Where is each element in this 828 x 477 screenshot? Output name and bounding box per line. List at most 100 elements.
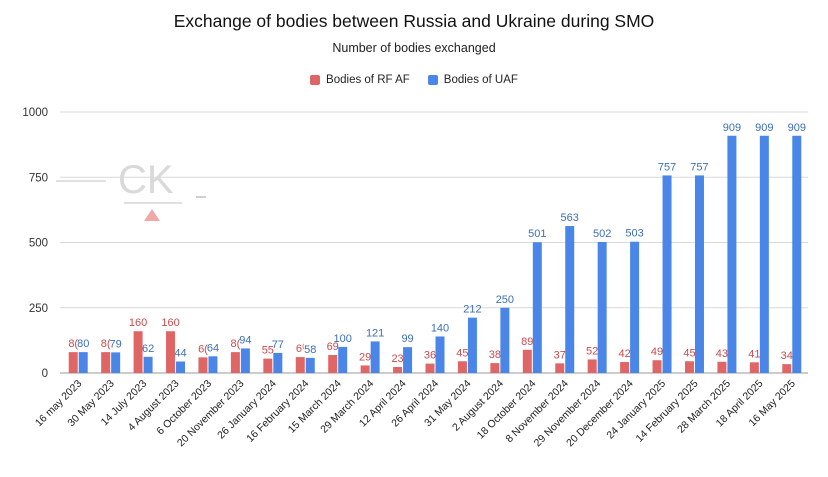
data-label-uaf: 757: [658, 161, 676, 173]
data-label-uaf: 100: [334, 333, 352, 345]
bar-rf: [522, 349, 532, 373]
bar-uaf: [111, 352, 121, 373]
data-label-uaf: 503: [625, 228, 643, 240]
bar-rf: [263, 358, 273, 373]
data-label-rf: 55: [262, 345, 274, 357]
data-label-uaf: 250: [496, 294, 514, 306]
data-label-rf: 45: [456, 347, 468, 359]
data-label-rf: 42: [618, 348, 630, 360]
y-tick-label: 750: [29, 172, 48, 184]
bar-uaf: [273, 352, 283, 373]
watermark-text: CK: [118, 158, 174, 202]
bar-rf: [490, 363, 500, 373]
bar-uaf: [338, 346, 348, 373]
bar-rf: [587, 359, 597, 373]
data-label-uaf: 44: [174, 348, 186, 360]
data-label-uaf: 94: [239, 334, 251, 346]
legend-item-rf: Bodies of RF AF: [310, 74, 410, 86]
x-tick-label: 26 January 2024: [215, 378, 279, 442]
bar-uaf: [143, 356, 153, 373]
chart-subtitle: Number of bodies exchanged: [332, 41, 496, 55]
data-label-uaf: 121: [366, 327, 384, 339]
watermark-triangle: [144, 209, 160, 221]
data-label-uaf: 909: [755, 122, 773, 134]
bar-uaf: [240, 348, 250, 373]
bar-rf: [457, 361, 467, 373]
bar-uaf: [403, 347, 413, 373]
bar-rf: [360, 365, 370, 373]
data-label-uaf: 77: [272, 339, 284, 351]
bar-rf: [68, 352, 78, 373]
data-label-rf: 8(: [101, 338, 111, 350]
data-label-rf: 8(: [68, 338, 78, 350]
bar-rf: [555, 363, 565, 373]
data-label-uaf: 502: [593, 228, 611, 240]
bar-rf: [133, 331, 143, 373]
data-label-rf: 160: [161, 317, 179, 329]
bar-uaf: [208, 356, 218, 373]
bar-uaf: [305, 357, 315, 373]
y-tick-label: 500: [29, 238, 48, 250]
bar-rf: [166, 331, 176, 373]
bar-uaf: [662, 175, 672, 373]
bar-uaf: [792, 135, 802, 373]
bar-uaf: [694, 175, 704, 373]
legend: Bodies of RF AF Bodies of UAF: [0, 74, 828, 86]
data-label-rf: 6⁽: [296, 343, 305, 355]
bar-rf: [101, 352, 111, 373]
data-label-uaf: 64: [207, 342, 219, 354]
data-label-rf: 6(: [198, 343, 208, 355]
data-label-rf: 160: [129, 317, 147, 329]
watermark-logo: CK: [56, 158, 206, 221]
data-label-rf: 52: [586, 345, 598, 357]
bar-rf: [295, 357, 305, 373]
data-label-uaf: 79: [110, 338, 122, 350]
y-tick-label: 0: [42, 368, 48, 380]
data-label-uaf: 501: [528, 228, 546, 240]
data-label-uaf: 563: [561, 212, 579, 224]
bar-uaf: [78, 352, 88, 373]
data-label-rf: 45: [683, 347, 695, 359]
bar-uaf: [435, 336, 445, 373]
bar-rf: [328, 354, 338, 373]
x-tick-label: 18 October 2024: [475, 378, 539, 442]
bar-uaf: [370, 341, 380, 373]
data-label-uaf: 757: [690, 161, 708, 173]
bar-uaf: [597, 241, 607, 373]
bar-uaf: [727, 135, 737, 373]
legend-item-uaf: Bodies of UAF: [427, 74, 518, 86]
data-label-uaf: 212: [463, 304, 481, 316]
data-label-rf: 34: [781, 350, 793, 362]
bar-uaf: [532, 242, 542, 373]
data-label-rf: 49: [651, 346, 663, 358]
legend-swatch-rf: [310, 75, 321, 85]
x-tick-label: 24 January 2025: [604, 378, 668, 442]
data-label-rf: 41: [748, 348, 760, 360]
bar-uaf: [176, 361, 186, 373]
data-label-uaf: 80: [77, 338, 89, 350]
bar-rf: [782, 364, 792, 373]
bar-rf: [425, 363, 435, 373]
data-label-uaf: 909: [788, 122, 806, 134]
legend-label-rf: Bodies of RF AF: [326, 74, 410, 86]
legend-label-uaf: Bodies of UAF: [443, 74, 518, 86]
bar-uaf: [630, 241, 640, 373]
bar-rf: [749, 362, 759, 373]
bar-rf: [684, 361, 694, 373]
bar-rf: [717, 361, 727, 373]
bar-rf: [198, 357, 208, 373]
data-label-uaf: 909: [723, 122, 741, 134]
data-label-rf: 23: [391, 353, 403, 365]
bar-uaf: [467, 317, 477, 373]
y-tick-label: 250: [29, 303, 48, 315]
bar-rf: [652, 360, 662, 373]
bar-uaf: [759, 135, 769, 373]
bar-rf: [620, 362, 630, 373]
data-label-uaf: 62: [142, 343, 154, 355]
bar-rf: [230, 352, 240, 373]
bar-uaf: [565, 226, 575, 373]
data-label-rf: 29: [359, 351, 371, 363]
data-label-rf: 8(: [231, 338, 241, 350]
data-label-rf: 38: [489, 349, 501, 361]
